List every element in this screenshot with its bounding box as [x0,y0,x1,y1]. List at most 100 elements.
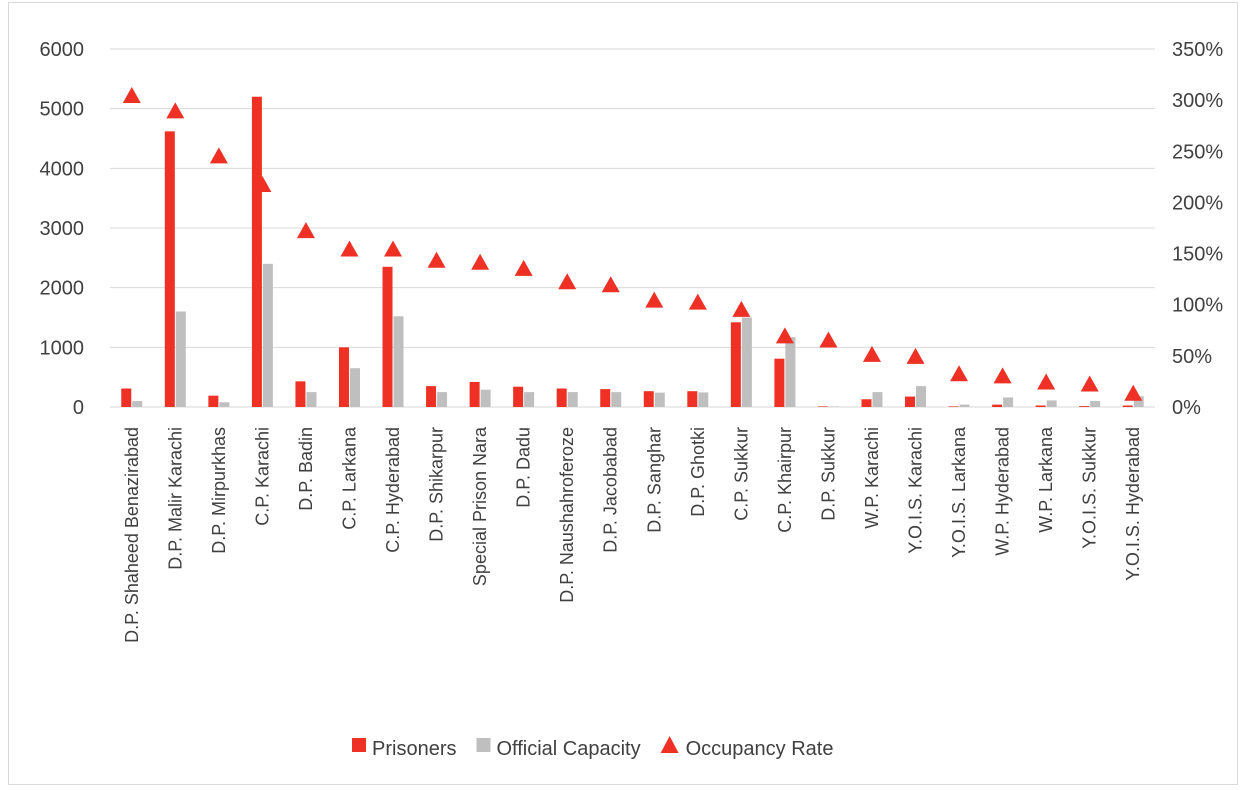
bar-official-capacity [959,404,970,407]
bar-prisoners [251,96,262,407]
bar-prisoners [730,322,741,407]
marker-occupancy-rate [209,147,228,164]
x-category-label: C.P. Hyderabad [383,427,403,553]
y-right-tick-label: 100% [1172,295,1223,317]
marker-occupancy-rate [166,102,185,119]
bar-official-capacity [611,392,622,407]
y-left-tick-label: 6000 [40,39,85,61]
x-category-label: Special Prison Nara [470,426,490,586]
x-category-label: W.P. Hyderabad [993,427,1013,556]
y-left-tick-label: 5000 [40,99,85,121]
bar-official-capacity [828,406,839,407]
x-category-label: Y.O.I.S. Sukkur [1080,427,1100,549]
bar-official-capacity [916,386,927,407]
marker-occupancy-rate [122,87,141,104]
marker-occupancy-rate [514,259,533,276]
y-left-tick-label: 3000 [40,218,85,240]
bar-official-capacity [785,337,796,407]
bar-prisoners [556,388,567,407]
x-category-label: D.P. Jacobabad [601,427,621,553]
y-right-tick-label: 200% [1172,192,1223,214]
bar-prisoners [208,395,219,407]
bar-official-capacity [132,401,143,407]
marker-occupancy-rate [732,300,751,317]
bar-official-capacity [175,311,186,407]
chart-frame [8,2,1238,785]
x-category-label: D.P. Malir Karachi [165,427,185,570]
marker-occupancy-rate [601,276,620,293]
x-category-label: C.P. Karachi [252,427,272,526]
bar-prisoners [382,266,393,407]
bar-prisoners [338,347,349,407]
bar-official-capacity [1046,400,1057,407]
y-left-tick-label: 2000 [40,278,85,300]
bar-official-capacity [872,392,883,407]
bar-official-capacity [437,392,448,407]
legend-label: Occupancy Rate [686,738,834,760]
marker-occupancy-rate [645,291,664,308]
y-right-tick-label: 50% [1172,346,1212,368]
y-right-tick-label: 0% [1172,397,1201,419]
bar-prisoners [513,386,524,407]
x-category-label: D.P. Dadu [514,427,534,508]
bar-prisoners [600,389,611,407]
bar-official-capacity [567,392,578,407]
x-category-label: W.P. Larkana [1036,426,1056,533]
marker-occupancy-rate [384,240,403,257]
bar-prisoners [121,388,132,407]
bar-official-capacity [1090,401,1101,407]
marker-occupancy-rate [906,347,925,364]
x-category-label: D.P. Sanghar [644,427,664,533]
marker-occupancy-rate [688,293,707,310]
x-category-label: D.P. Naushahroferoze [557,427,577,603]
bar-official-capacity [262,263,273,407]
bar-official-capacity [741,317,752,407]
marker-occupancy-rate [253,176,272,193]
legend-label: Official Capacity [496,738,640,760]
legend-swatch [660,736,679,753]
legend-swatch [352,738,366,752]
marker-occupancy-rate [819,331,838,348]
x-category-label: Y.O.I.S. Larkana [949,426,969,558]
marker-occupancy-rate [1080,375,1099,392]
marker-occupancy-rate [1037,373,1056,390]
bar-prisoners [992,404,1003,407]
bar-prisoners [774,358,785,407]
x-category-label: D.P. Shikarpur [427,427,447,542]
bar-prisoners [295,381,306,407]
bar-prisoners [948,406,959,407]
marker-occupancy-rate [993,367,1012,384]
marker-occupancy-rate [471,253,490,270]
x-category-label: Y.O.I.S. Hyderabad [1123,427,1143,581]
marker-occupancy-rate [296,222,315,239]
y-left-tick-label: 4000 [40,158,85,180]
bar-official-capacity [698,392,709,407]
marker-occupancy-rate [558,273,577,290]
bar-prisoners [1122,405,1133,407]
y-left-tick-label: 0 [73,397,84,419]
legend-label: Prisoners [372,738,456,760]
bar-prisoners [905,396,916,407]
x-category-label: D.P. Shaheed Benazirabad [122,427,142,643]
bar-prisoners [164,131,175,407]
bar-official-capacity [306,392,317,407]
x-category-label: D.P. Sukkur [818,427,838,521]
y-right-tick-label: 350% [1172,39,1223,61]
bar-prisoners [687,391,698,407]
marker-occupancy-rate [862,345,881,362]
bar-prisoners [1079,406,1090,407]
bar-official-capacity [480,389,491,407]
bar-official-capacity [219,402,230,407]
bar-official-capacity [1133,396,1144,407]
x-category-label: C.P. Sukkur [731,427,751,521]
bar-prisoners [861,399,872,407]
x-category-label: C.P. Khairpur [775,427,795,533]
x-category-label: D.P. Ghotki [688,427,708,517]
x-category-label: Y.O.I.S. Karachi [906,427,926,554]
bar-official-capacity [349,368,360,407]
y-right-tick-label: 250% [1172,141,1223,163]
y-right-tick-label: 150% [1172,244,1223,266]
x-category-label: W.P. Karachi [862,427,882,529]
marker-occupancy-rate [1124,384,1143,401]
